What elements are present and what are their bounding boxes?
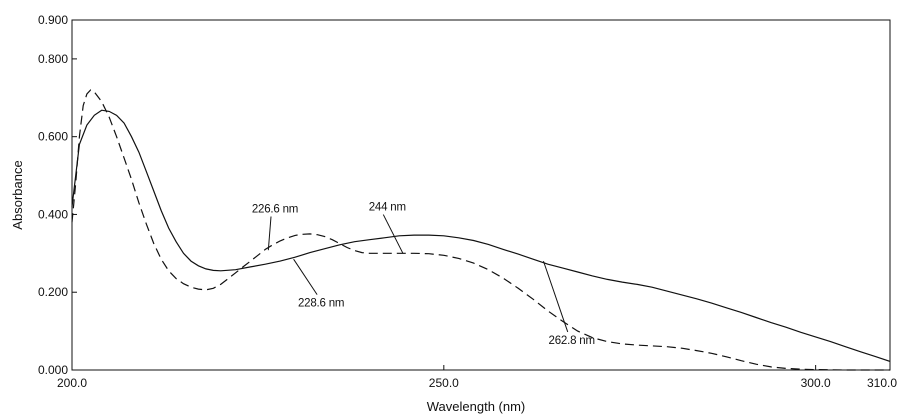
y-tick-label: 0.200	[38, 285, 68, 299]
x-tick-label: 300.0	[801, 376, 831, 390]
y-tick-label: 0.000	[38, 363, 68, 377]
annotation-leader-line	[382, 214, 404, 254]
y-axis-title: Absorbance	[10, 160, 25, 229]
y-tick-label: 0.400	[38, 207, 68, 221]
series-layer	[71, 89, 891, 371]
annotation-leader-line	[542, 260, 569, 333]
annotation-leader-line	[293, 258, 318, 295]
annotation-label: 226.6 nm	[252, 204, 298, 216]
y-tick-label: 0.600	[38, 130, 68, 144]
annotation-label: 244 nm	[369, 202, 406, 214]
x-tick-label: 310.0	[867, 376, 897, 390]
dashed-spectrum-line	[71, 89, 890, 371]
annotation-label: 228.6 nm	[298, 298, 344, 310]
x-axis: 200.0 250.0 300.0 310.0	[57, 365, 897, 390]
y-tick-label: 0.900	[38, 13, 68, 27]
x-axis-title: Wavelength (nm)	[427, 399, 526, 414]
x-tick-label: 250.0	[429, 376, 459, 390]
annotation-label: 262.8 nm	[549, 335, 595, 347]
y-axis: 0.000 0.200 0.400 0.600 0.800 0.900	[38, 13, 77, 377]
y-tick-label: 0.800	[38, 52, 68, 66]
x-tick-label: 200.0	[57, 376, 87, 390]
annotation-layer: 226.6 nm 244 nm 228.6 nm 262.8 nm	[252, 202, 595, 347]
annotation-leader-line	[267, 216, 272, 251]
solid-spectrum-line	[71, 109, 891, 362]
plot-frame	[71, 19, 891, 371]
